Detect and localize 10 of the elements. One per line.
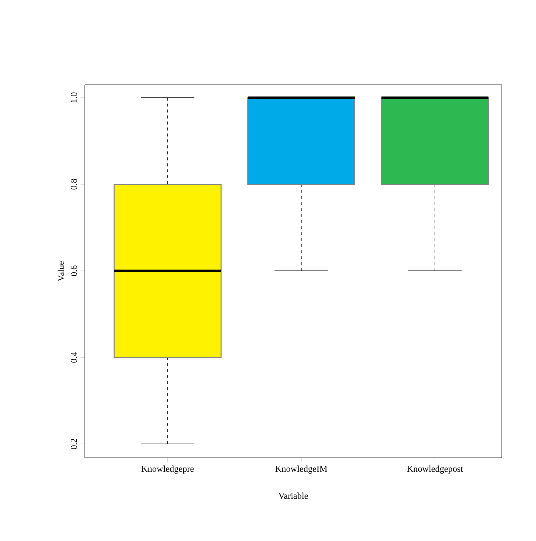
x-tick-label: Knowledgepre xyxy=(142,466,194,474)
y-tick-label: 0.8 xyxy=(71,179,78,190)
x-axis-title: Variable xyxy=(278,492,308,500)
y-tick-label: 0.2 xyxy=(71,439,78,450)
y-tick-label: 0.6 xyxy=(71,266,78,276)
x-tick-label: Knowledgepost xyxy=(407,466,464,474)
y-tick-label: 1.0 xyxy=(71,92,78,103)
y-axis-title: Value xyxy=(58,262,64,282)
x-tick-label: KnowledgeIM xyxy=(276,466,328,474)
y-tick-label: 0.4 xyxy=(71,352,78,363)
